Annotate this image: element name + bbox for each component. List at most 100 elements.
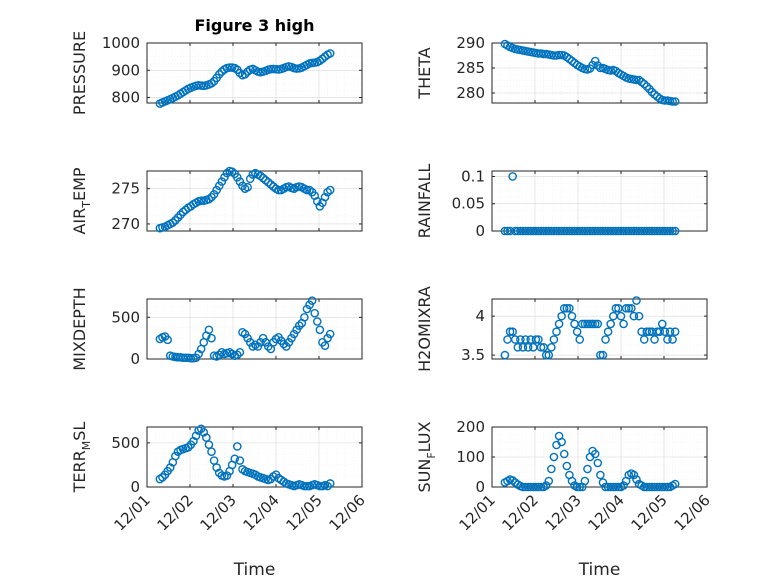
x-tick-label: 12/05 <box>628 491 671 534</box>
x-tick-label: 12/02 <box>154 491 197 534</box>
data-point <box>552 327 561 337</box>
data-point <box>593 319 603 329</box>
data-point <box>647 87 657 97</box>
data-point <box>510 335 520 344</box>
data-point <box>544 476 554 486</box>
y-axis-label: RAINFALL <box>415 164 434 239</box>
data-point <box>232 350 242 360</box>
data-point <box>567 476 577 486</box>
data-point <box>523 343 533 352</box>
axes-frame <box>146 298 363 360</box>
data-point <box>531 335 541 344</box>
data-point <box>536 482 546 492</box>
y-axis-label: SUNFLUX <box>415 421 438 492</box>
y-axis-label: TERRMSL <box>70 422 93 494</box>
data-point <box>279 339 289 349</box>
data-point <box>204 440 214 449</box>
data-point <box>668 97 677 106</box>
data-point <box>655 327 665 337</box>
data-point <box>670 479 680 489</box>
data-point <box>670 327 680 337</box>
data-point <box>323 187 332 197</box>
data-point <box>225 63 234 72</box>
data-point <box>567 311 577 321</box>
y-tick-label: 285 <box>456 59 485 77</box>
y-tick-label: 800 <box>111 89 140 107</box>
data-point <box>665 226 675 236</box>
data-point <box>320 341 330 350</box>
data-point <box>557 437 566 447</box>
data-point <box>240 70 250 79</box>
data-point <box>521 335 530 344</box>
data-point <box>214 70 224 79</box>
x-tick-label: 12/06 <box>326 491 369 534</box>
data-point <box>217 177 227 186</box>
data-point <box>593 61 603 70</box>
data-point <box>266 180 276 189</box>
data-point <box>627 304 636 313</box>
data-point <box>657 319 667 329</box>
data-point <box>204 194 214 204</box>
x-tick-label: 12/01 <box>111 491 154 534</box>
data-point <box>209 189 219 199</box>
data-point <box>325 479 335 488</box>
data-point <box>642 82 652 91</box>
axes-frame <box>146 426 363 488</box>
y-axis-label: THETA <box>415 47 434 99</box>
data-point <box>207 333 216 343</box>
data-point <box>668 335 677 344</box>
data-point <box>549 452 559 462</box>
y-tick-label: 4 <box>475 307 485 325</box>
data-point <box>619 319 628 329</box>
data-point <box>549 335 559 344</box>
data-point <box>325 329 335 339</box>
subplot-7: 0 500 TERRMSL 12/01 12/02 12/03 12/04 12/05 12/0… <box>70 422 369 580</box>
data-point <box>171 451 180 461</box>
data-point <box>547 464 556 474</box>
data-point <box>534 335 543 344</box>
data-point <box>547 343 556 352</box>
data-point <box>232 173 242 182</box>
data-point <box>663 335 672 344</box>
data-point <box>598 478 608 487</box>
subplot-5: 0 500 MIXDEPTH <box>70 287 363 371</box>
data-point <box>559 449 569 459</box>
y-tick-label: 0 <box>130 350 140 368</box>
data-point <box>235 456 245 465</box>
data-point <box>500 226 510 236</box>
data-point <box>263 342 273 351</box>
data-point <box>196 196 206 205</box>
data-point <box>629 470 639 480</box>
data-point <box>307 296 317 305</box>
axes-background <box>491 170 708 232</box>
data-point <box>632 75 641 85</box>
data-point <box>513 343 523 352</box>
data-point <box>601 335 610 344</box>
data-point <box>325 185 335 195</box>
data-point <box>562 304 572 313</box>
data-point <box>168 218 178 227</box>
data-point <box>305 185 314 195</box>
data-point <box>505 327 515 337</box>
subplot-1: 800 900 1000 PRESSURE Figure 3 high <box>70 16 363 115</box>
x-tick-label: 12/06 <box>671 491 714 534</box>
data-point <box>312 197 322 206</box>
x-tick-label: 12/03 <box>197 491 240 534</box>
y-tick-label: 900 <box>111 61 140 79</box>
data-point <box>639 335 649 344</box>
data-point <box>611 482 621 492</box>
data-point <box>320 192 330 202</box>
data-point <box>232 442 242 451</box>
y-tick-label: 280 <box>456 84 485 102</box>
data-point <box>637 77 646 87</box>
y-axis-label: AIRTEMP <box>70 167 93 234</box>
data-point <box>580 476 590 486</box>
data-point <box>616 311 626 321</box>
data-point <box>318 54 327 64</box>
data-point <box>572 482 582 492</box>
subplot-6: 3.5 4 H2OMIXRA <box>415 286 708 372</box>
y-tick-label: 0 <box>475 478 485 496</box>
data-point <box>227 167 237 177</box>
data-point <box>536 343 546 352</box>
y-tick-label: 200 <box>456 418 485 436</box>
